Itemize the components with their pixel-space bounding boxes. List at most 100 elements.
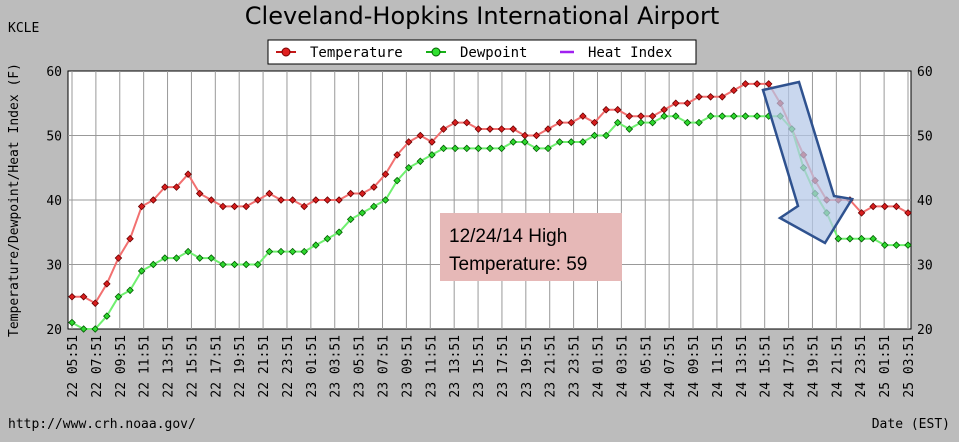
x-tick-label: 23 09:51	[400, 335, 415, 398]
dewpoint-point	[428, 151, 436, 159]
x-tick-label: 22 21:51	[257, 335, 272, 398]
dewpoint-point	[149, 260, 158, 269]
temperature-point	[335, 196, 343, 204]
temperature-point	[672, 99, 680, 108]
x-tick-label: 23 03:51	[329, 335, 344, 398]
dewpoint-point	[172, 254, 181, 262]
x-tick-label: 24 07:51	[663, 335, 678, 398]
temperature-point	[404, 138, 413, 146]
temperature-point	[869, 202, 877, 211]
dewpoint-point	[381, 196, 390, 204]
y-axis-label: Temperature/Dewpoint/Heat Index (F)	[7, 63, 22, 337]
x-axis-label: Date (EST)	[872, 417, 950, 432]
dewpoint-point	[161, 254, 169, 262]
dewpoint-point	[881, 241, 889, 249]
y-tick-label-right: 50	[917, 130, 933, 145]
x-tick-label: 24 17:51	[783, 335, 798, 398]
x-tick-label: 24 13:51	[735, 335, 750, 398]
temperature-point	[288, 196, 297, 204]
x-tick-label: 24 09:51	[687, 335, 702, 398]
legend-box	[267, 39, 697, 65]
temperature-point	[254, 196, 262, 204]
dewpoint-point	[103, 312, 111, 320]
dewpoint-point	[660, 112, 668, 120]
dewpoint-point	[68, 318, 76, 327]
temperature-point	[451, 118, 459, 127]
temperature-point	[79, 292, 88, 301]
temperature-point	[323, 196, 332, 204]
dewpoint-point	[567, 138, 576, 146]
x-tick-label: 22 19:51	[233, 335, 248, 398]
dewpoint-point	[346, 215, 355, 224]
dewpoint-point	[857, 234, 866, 243]
dewpoint-point	[91, 325, 99, 333]
temperature-point	[358, 189, 367, 198]
dewpoint-point	[230, 260, 239, 269]
x-tick-label: 24 15:51	[759, 335, 774, 398]
x-tick-label: 23 05:51	[353, 335, 368, 398]
temperature-point	[486, 125, 494, 133]
temperature-point	[463, 118, 471, 127]
legend-dewpoint-marker	[431, 47, 441, 57]
temperature-point	[439, 125, 448, 133]
x-axis-ticks: 22 05:51 22 07:51 22 09:51 22 11:51 22 13:51…	[66, 335, 917, 398]
y-tick-label-left: 40	[46, 194, 62, 209]
dewpoint-point	[126, 286, 134, 295]
temperature-point	[103, 280, 111, 288]
dewpoint-point	[184, 247, 192, 256]
source-url: http://www.crh.noaa.gov/	[8, 417, 196, 432]
dewpoint-point	[195, 254, 204, 262]
x-tick-label: 22 07:51	[90, 335, 105, 398]
temperature-point	[381, 170, 390, 178]
dewpoint-point	[300, 247, 308, 256]
x-tick-label: 24 19:51	[806, 335, 821, 398]
x-tick-label: 23 15:51	[472, 335, 487, 398]
dewpoint-point	[393, 176, 401, 185]
y-tick-label-right: 30	[917, 259, 933, 274]
dewpoint-point	[312, 241, 320, 249]
x-tick-label: 23 11:51	[424, 335, 439, 398]
temperature-point	[567, 118, 576, 127]
x-tick-label: 23 21:51	[544, 335, 559, 398]
temperature-point	[416, 131, 425, 140]
annotation-background	[440, 213, 622, 281]
dewpoint-point	[254, 260, 262, 269]
dewpoint-point	[532, 144, 541, 153]
x-tick-label: 23 01:51	[305, 335, 320, 398]
legend: Temperature Dewpoint Heat Index	[267, 39, 697, 65]
x-tick-label: 23 17:51	[496, 335, 511, 398]
x-tick-label: 22 13:51	[162, 335, 177, 398]
x-tick-label: 24 05:51	[639, 335, 654, 398]
temperature-point	[741, 80, 750, 88]
y-tick-label-right: 40	[917, 194, 933, 209]
y-tick-label-right: 60	[917, 65, 933, 80]
temperature-point	[532, 131, 541, 140]
dewpoint-point	[521, 138, 529, 146]
dewpoint-point	[544, 144, 552, 153]
dewpoint-point	[265, 247, 274, 256]
temperature-point	[474, 125, 483, 133]
x-tick-label: 22 09:51	[114, 335, 129, 398]
temperature-point	[172, 183, 181, 191]
x-tick-label: 24 23:51	[854, 335, 869, 398]
x-tick-label: 24 03:51	[615, 335, 630, 398]
temperature-point	[370, 183, 378, 191]
x-tick-label: 22 23:51	[281, 335, 296, 398]
temperature-point	[149, 196, 158, 204]
legend-temperature-marker	[281, 47, 291, 57]
dewpoint-point	[846, 234, 854, 243]
temperature-point	[544, 125, 552, 133]
dewpoint-point	[625, 125, 634, 133]
temperature-point	[428, 138, 436, 146]
dewpoint-point	[683, 118, 692, 127]
temperature-point	[683, 99, 692, 108]
temperature-point	[718, 93, 726, 101]
temperature-point	[857, 209, 866, 217]
temperature-point	[137, 202, 146, 211]
callout-arrow	[761, 80, 855, 245]
temperature-point	[114, 254, 123, 262]
temperature-point	[695, 93, 703, 101]
dewpoint-point	[672, 112, 680, 120]
legend-dewpoint-label: Dewpoint	[460, 45, 527, 61]
